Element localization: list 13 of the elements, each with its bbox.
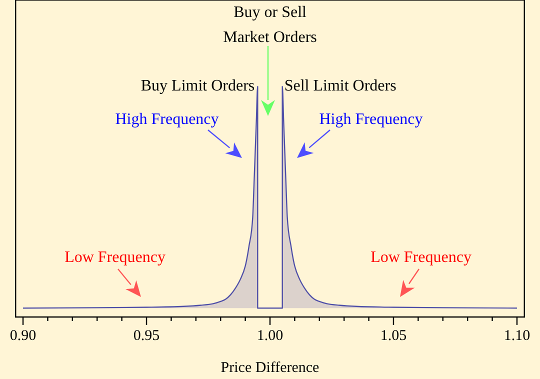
- x-axis-title: Price Difference: [220, 360, 320, 376]
- annotation: Low Frequency: [370, 249, 472, 266]
- annotation: High Frequency: [115, 111, 219, 128]
- x-tick-label: 1.00: [256, 328, 284, 344]
- text: Buy or Sell Market Orders: [223, 4, 317, 46]
- annotation: Buy Limit Orders: [140, 78, 255, 95]
- x-tick-label: 0.90: [10, 328, 36, 344]
- x-tick-label: 1.05: [380, 328, 407, 344]
- annotation: Low Frequency: [64, 249, 166, 266]
- x-tick-label: 0.95: [133, 328, 160, 344]
- annotation: High Frequency: [319, 111, 423, 128]
- x-tick-label: 1.10: [504, 328, 530, 344]
- annotation: Sell Limit Orders: [284, 78, 396, 95]
